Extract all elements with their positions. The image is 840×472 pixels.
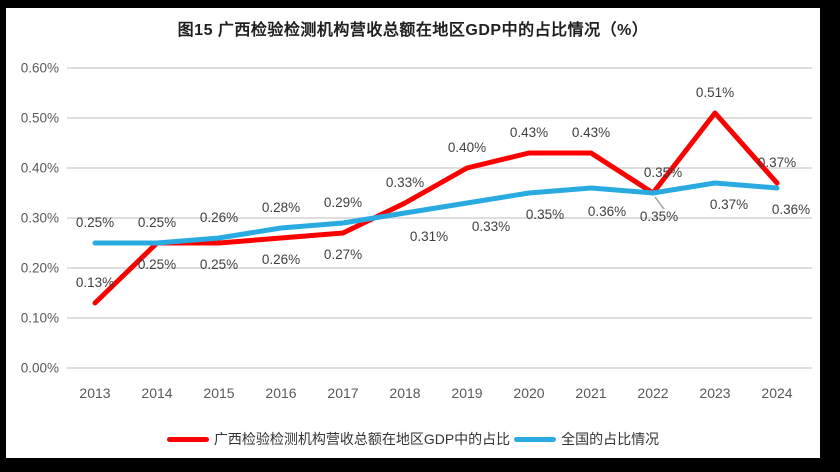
data-label-series-1: 0.25% — [76, 215, 114, 230]
data-label-series-0: 0.43% — [572, 125, 610, 140]
legend-label-national: 全国的占比情况 — [561, 431, 660, 447]
data-label-series-0: 0.43% — [510, 125, 548, 140]
data-label-series-0: 0.37% — [758, 155, 796, 170]
data-label-series-1: 0.26% — [200, 210, 238, 225]
x-axis-tick-label: 2024 — [761, 385, 792, 401]
data-label-series-0: 0.33% — [386, 175, 424, 190]
x-axis-tick-label: 2018 — [389, 385, 420, 401]
y-axis-tick-label: 0.40% — [21, 161, 59, 176]
data-label-series-1: 0.35% — [640, 209, 678, 224]
x-axis-tick-label: 2016 — [265, 385, 296, 401]
y-axis-tick-label: 0.10% — [21, 311, 59, 326]
data-label-series-1: 0.25% — [138, 215, 176, 230]
chart-canvas: 图15 广西检验检测机构营收总额在地区GDP中的占比情况（%） 0.00% 0.1… — [6, 8, 820, 458]
data-label-series-1: 0.36% — [588, 204, 626, 219]
data-label-series-1: 0.36% — [772, 202, 810, 217]
y-axis-tick-label: 0.60% — [21, 61, 59, 76]
data-label-series-0: 0.25% — [200, 257, 238, 272]
legend-item-national: 全国的占比情况 — [514, 429, 659, 449]
chart-legend: 广西检验检测机构营收总额在地区GDP中的占比 全国的占比情况 — [6, 429, 820, 449]
chart-title: 图15 广西检验检测机构营收总额在地区GDP中的占比情况（%） — [177, 22, 649, 39]
data-label-series-0: 0.27% — [324, 247, 362, 262]
data-label-series-1: 0.31% — [410, 229, 448, 244]
series-line-0 — [92, 110, 780, 306]
x-axis-tick-label: 2013 — [79, 385, 110, 401]
x-axis-tick-label: 2023 — [699, 385, 730, 401]
data-label-series-1: 0.33% — [472, 219, 510, 234]
line-chart-plot: 0.00% 0.10% 0.20% 0.30% 0.40% 0.50% 0.60% 2013 2… — [21, 61, 812, 401]
data-label-series-0: 0.25% — [138, 257, 176, 272]
data-label-series-0: 0.40% — [448, 140, 486, 155]
data-label-series-1: 0.28% — [262, 200, 300, 215]
data-label-series-0: 0.51% — [696, 85, 734, 100]
y-axis-tick-label: 0.50% — [21, 111, 59, 126]
data-label-series-0: 0.35% — [644, 165, 682, 180]
x-axis-tick-label: 2021 — [575, 385, 606, 401]
x-axis-tick-label: 2017 — [327, 385, 358, 401]
x-axis-tick-label: 2015 — [203, 385, 234, 401]
data-label-series-1: 0.29% — [324, 195, 362, 210]
red-line-swatch-icon — [166, 436, 209, 442]
data-label-series-1: 0.37% — [710, 197, 748, 212]
x-axis-tick-label: 2022 — [637, 385, 668, 401]
label-leader-line — [654, 196, 665, 210]
y-axis-tick-label: 0.30% — [21, 211, 59, 226]
legend-label-guangxi: 广西检验检测机构营收总额在地区GDP中的占比 — [213, 431, 511, 447]
blue-line-swatch-icon — [514, 436, 557, 442]
x-axis-tick-label: 2014 — [141, 385, 172, 401]
x-axis-tick-label: 2020 — [513, 385, 544, 401]
series-line-1 — [92, 180, 780, 246]
x-axis-tick-label: 2019 — [451, 385, 482, 401]
y-axis-tick-label: 0.20% — [21, 261, 59, 276]
data-label-series-1: 0.35% — [526, 207, 564, 222]
legend-item-guangxi: 广西检验检测机构营收总额在地区GDP中的占比 — [166, 429, 511, 449]
y-axis-tick-label: 0.00% — [21, 361, 59, 376]
data-label-series-0: 0.13% — [76, 275, 114, 290]
data-label-series-0: 0.26% — [262, 252, 300, 267]
